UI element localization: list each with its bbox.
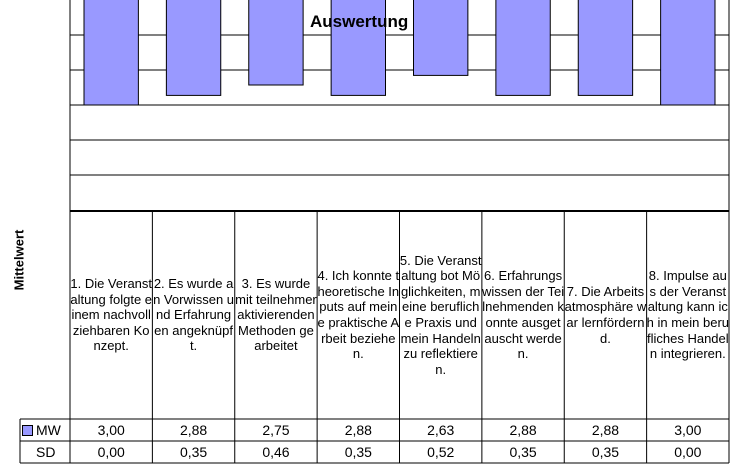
table-cell: 3,00 xyxy=(674,422,702,438)
table-cell: 0,52 xyxy=(427,444,455,460)
category-label: 2. Es wurde an Vorwissen und Erfahrungen… xyxy=(152,211,234,419)
bar xyxy=(165,0,222,96)
category-label-text: 7. Die Arbeitsatmosphäre war lernfördern… xyxy=(564,283,647,346)
table-cell: 0,00 xyxy=(674,444,702,460)
bar xyxy=(248,0,304,86)
bar xyxy=(413,0,469,76)
table-cell: 0,00 xyxy=(97,444,125,460)
table-cell: 2,63 xyxy=(427,422,455,438)
table-cell: 2,88 xyxy=(179,422,208,438)
bar xyxy=(577,0,634,96)
table-cell: 3,00 xyxy=(97,422,125,438)
table-cell: 0,35 xyxy=(179,444,208,460)
category-label: 5. Die Veranstaltung bot Möglichkeiten, … xyxy=(400,211,482,419)
table-row-label-text: SD xyxy=(36,444,56,460)
table-cell: 2,88 xyxy=(344,422,372,438)
category-label: 8. Impulse aus der Veranstaltung kann ic… xyxy=(647,211,729,419)
table-cell: 2,88 xyxy=(591,422,620,438)
table-cell: 0,35 xyxy=(509,444,537,460)
table-cell: 0,35 xyxy=(344,444,372,460)
bar xyxy=(660,0,716,106)
category-label: 1. Die Veranstaltung folgte einem nachvo… xyxy=(70,211,152,419)
y-axis-label: Mittelwert xyxy=(4,200,34,320)
category-label-text: 4. Ich konnte theoretische Inputs auf me… xyxy=(317,268,400,362)
bar xyxy=(83,0,139,106)
table-cell: 2,75 xyxy=(262,422,290,438)
table-cell: 0,46 xyxy=(262,444,290,460)
table-row-label: SD xyxy=(22,441,82,463)
table-frame xyxy=(19,0,730,464)
table-row-label: MW xyxy=(22,419,68,441)
category-label-text: 3. Es wurde mit teilnehmeraktivierenden … xyxy=(235,276,317,354)
category-label-text: 2. Es wurde an Vorwissen und Erfahrungen… xyxy=(153,276,235,354)
category-label-text: 1. Die Veranstaltung folgte einem nachvo… xyxy=(70,276,153,354)
category-label: 6. Erfahrungswissen der Teilnehmenden ko… xyxy=(482,211,564,419)
chart-title: Auswertung xyxy=(310,12,409,31)
category-label: 7. Die Arbeitsatmosphäre war lernfördern… xyxy=(564,211,647,419)
y-axis-label-text: Mittelwert xyxy=(11,229,27,291)
bar xyxy=(495,0,551,96)
bar xyxy=(330,0,386,96)
table-cell: 0,35 xyxy=(591,444,620,460)
bars xyxy=(83,0,716,106)
table-cell: 2,88 xyxy=(509,422,537,438)
legend-key xyxy=(22,424,33,436)
category-label: 3. Es wurde mit teilnehmeraktivierenden … xyxy=(235,211,317,419)
category-label: 4. Ich konnte theoretische Inputs auf me… xyxy=(317,211,399,419)
category-label-text: 8. Impulse aus der Veranstaltung kann ic… xyxy=(646,268,729,362)
category-label-text: 5. Die Veranstaltung bot Möglichkeiten, … xyxy=(399,252,482,377)
table-row-label-text: MW xyxy=(36,422,61,438)
category-label-text: 6. Erfahrungswissen der Teilnehmenden ko… xyxy=(481,268,565,362)
